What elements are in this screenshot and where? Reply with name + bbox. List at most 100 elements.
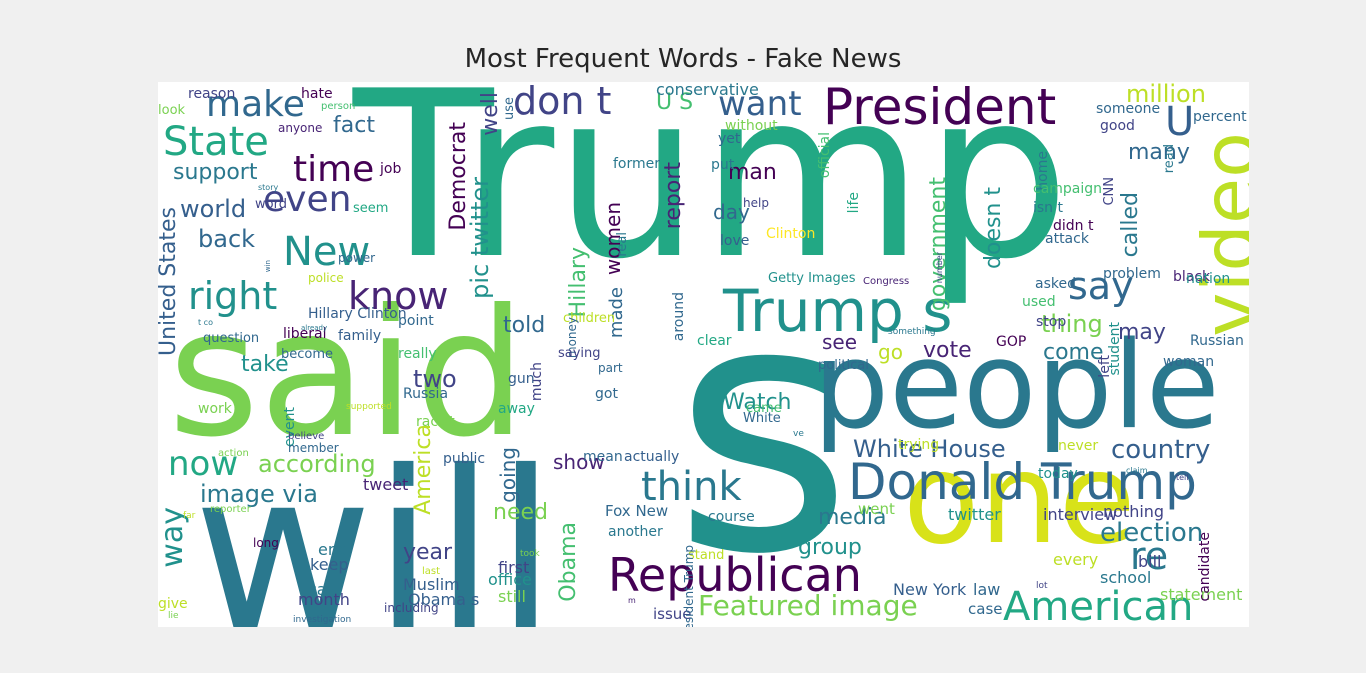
cloud-word: well <box>478 92 503 136</box>
cloud-word: asked <box>1035 276 1076 292</box>
cloud-word: number <box>935 252 944 284</box>
cloud-word: vote <box>923 338 972 363</box>
cloud-word: mean <box>583 449 623 465</box>
cloud-word: come <box>1043 340 1104 365</box>
cloud-word: member <box>288 441 339 455</box>
cloud-word: man <box>728 160 777 185</box>
cloud-word: s <box>673 229 853 627</box>
cloud-word: supported <box>346 402 392 412</box>
cloud-word: campaign <box>1033 181 1103 197</box>
cloud-word: stop <box>1036 314 1067 330</box>
cloud-word: reporter <box>210 504 251 515</box>
cloud-word: another <box>608 524 663 540</box>
cloud-word: ve <box>793 429 804 439</box>
cloud-word: Hillary <box>566 247 591 318</box>
cloud-word: trying <box>898 437 940 453</box>
cloud-word: Trump s <box>723 277 953 345</box>
cloud-word: power <box>338 251 376 265</box>
cloud-word: America <box>411 424 436 515</box>
cloud-word: conservative <box>656 82 759 99</box>
cloud-word: become <box>281 347 334 362</box>
cloud-word: American <box>1003 584 1194 627</box>
chart-title: Most Frequent Words - Fake News <box>464 44 902 74</box>
cloud-word: didn t <box>1053 218 1094 234</box>
cloud-word: world <box>180 195 247 223</box>
cloud-word: case <box>968 600 1003 618</box>
cloud-word: children <box>563 311 616 326</box>
cloud-word: action <box>218 448 249 459</box>
cloud-word: use <box>502 97 517 121</box>
cloud-word: government <box>926 177 951 312</box>
cloud-word: say <box>1068 264 1134 308</box>
cloud-word: really <box>398 346 437 362</box>
cloud-word: U <box>1165 99 1195 145</box>
cloud-word: gun <box>508 371 535 387</box>
cloud-word: m <box>628 596 636 605</box>
cloud-word: question <box>203 331 260 346</box>
cloud-word: attack <box>1045 231 1089 247</box>
cloud-word: White <box>743 411 781 426</box>
cloud-word: put <box>711 157 735 173</box>
cloud-word: fact <box>333 113 375 138</box>
cloud-word: got <box>595 386 618 402</box>
cloud-word: Clinton <box>766 226 816 242</box>
cloud-word: problem <box>1103 266 1161 282</box>
cloud-word: keep <box>310 555 349 574</box>
cloud-word: President <box>823 82 1057 136</box>
cloud-word: read <box>1162 144 1177 174</box>
cloud-word: Russian <box>1190 333 1244 349</box>
cloud-word: nation <box>1186 271 1231 287</box>
cloud-word: public <box>443 451 486 467</box>
cloud-word: Obama <box>556 522 581 602</box>
cloud-word: show <box>553 450 605 474</box>
cloud-word: stand <box>688 548 725 563</box>
cloud-word: called <box>1118 192 1143 258</box>
cloud-word: word <box>255 197 287 212</box>
cloud-word: long <box>253 536 279 550</box>
cloud-word: believe <box>288 431 325 442</box>
cloud-word: report <box>661 162 686 230</box>
cloud-word: liberal <box>283 326 327 342</box>
cloud-word: Featured image <box>698 589 918 622</box>
cloud-word: image via <box>200 480 318 508</box>
cloud-word: investigation <box>293 615 352 625</box>
cloud-word: far <box>183 511 196 521</box>
cloud-word: know <box>348 274 449 318</box>
cloud-word: month <box>298 590 350 609</box>
cloud-word: according <box>258 450 376 478</box>
cloud-word: life <box>846 192 862 214</box>
cloud-word: official <box>817 132 833 179</box>
cloud-word: Congress <box>863 276 910 287</box>
cloud-word: Republican <box>608 548 862 602</box>
cloud-word: actually <box>624 449 680 465</box>
cloud-word: took <box>520 549 540 559</box>
cloud-word: statement <box>1160 585 1243 604</box>
cloud-word: bill <box>1138 552 1162 571</box>
word-cloud: Trump said s will people one video Trump s Presi… <box>158 82 1249 627</box>
cloud-word: including <box>384 601 439 615</box>
cloud-word: candidate <box>1197 532 1213 602</box>
cloud-word: office <box>488 570 532 589</box>
cloud-word: real <box>615 232 630 257</box>
cloud-word: yet <box>718 131 741 147</box>
cloud-word: Watch <box>723 390 792 415</box>
cloud-word: make <box>206 84 305 125</box>
cloud-word: family <box>338 328 382 344</box>
cloud-word: nothing <box>1103 502 1165 521</box>
cloud-word: pic twitter <box>466 177 494 299</box>
cloud-word: now <box>168 444 239 484</box>
cloud-word: someone <box>1096 101 1161 117</box>
cloud-word: media <box>818 505 887 530</box>
cloud-word: last <box>422 566 441 577</box>
cloud-word: left <box>1097 355 1113 378</box>
cloud-word: still <box>498 587 526 606</box>
cloud-word: re <box>1130 534 1169 578</box>
cloud-word: even <box>263 179 352 220</box>
cloud-word: New York <box>893 580 967 599</box>
cloud-word: year <box>403 540 453 565</box>
cloud-word: around <box>671 292 687 342</box>
cloud-word: went <box>858 500 895 518</box>
cloud-word: video <box>1186 132 1249 337</box>
cloud-word: Donald Trump <box>848 453 1197 511</box>
cloud-word: t co <box>198 318 213 327</box>
